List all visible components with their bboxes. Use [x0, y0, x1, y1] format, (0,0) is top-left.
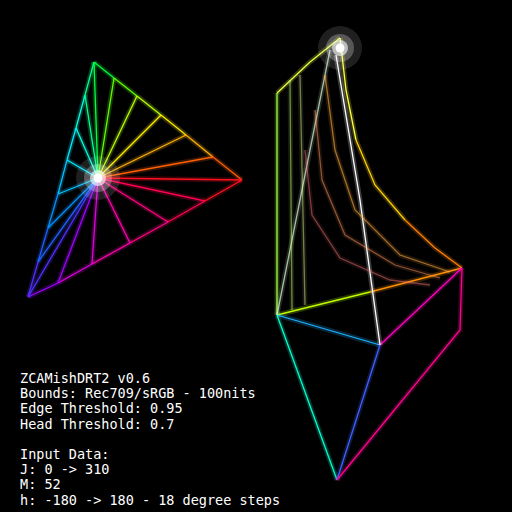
svg-text:Edge Threshold: 0.95: Edge Threshold: 0.95 [20, 400, 183, 416]
svg-text:ZCAMishDRT2 v0.6: ZCAMishDRT2 v0.6 [20, 370, 150, 386]
svg-text:M: 52: M: 52 [20, 476, 61, 492]
svg-text:Bounds: Rec709/sRGB - 100nits: Bounds: Rec709/sRGB - 100nits [20, 385, 256, 401]
svg-text:Head Threshold: 0.7: Head Threshold: 0.7 [20, 416, 174, 432]
svg-text:J: 0 -> 310: J: 0 -> 310 [20, 461, 109, 477]
svg-text:Input Data:: Input Data: [20, 446, 109, 462]
svg-text:h: -180 -> 180 - 18 degree ste: h: -180 -> 180 - 18 degree steps [20, 492, 280, 508]
